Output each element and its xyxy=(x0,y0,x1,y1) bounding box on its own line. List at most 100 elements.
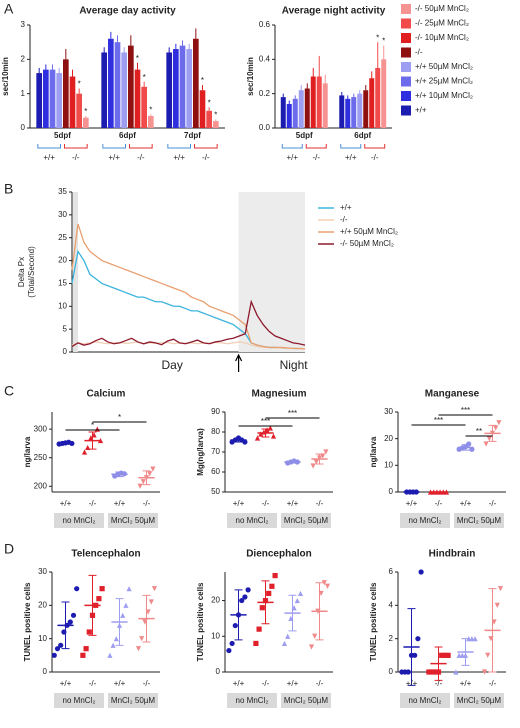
point xyxy=(432,669,438,675)
bar xyxy=(363,90,369,128)
bar xyxy=(166,52,173,128)
y-tick-label: 250 xyxy=(34,453,48,462)
treatment-label: MnCl₂ 50µM xyxy=(284,696,329,705)
significance: *** xyxy=(461,406,470,415)
x-tick-label: +/+ xyxy=(287,679,299,688)
point xyxy=(494,602,500,608)
legend-swatch xyxy=(401,105,411,116)
y-axis-label: TUNEL positive cells xyxy=(23,582,32,662)
treatment-box xyxy=(54,693,104,708)
sd-bar xyxy=(488,424,497,442)
panel-label: D xyxy=(4,541,14,557)
bar xyxy=(128,45,134,128)
bar xyxy=(186,49,192,128)
y-tick-label: 70 xyxy=(211,447,220,456)
y-tick-label: 6 xyxy=(389,567,394,576)
group-bracket xyxy=(340,144,362,149)
y-tick-label: 0 xyxy=(389,667,394,676)
treatment-label: MnCl₂ 50µM xyxy=(457,696,502,705)
group-label: -/- xyxy=(312,153,320,162)
significance: * xyxy=(149,105,152,114)
point xyxy=(297,590,304,597)
bar xyxy=(206,110,212,128)
point xyxy=(139,636,145,642)
point xyxy=(442,652,448,658)
chart-title: Magnesium xyxy=(251,389,306,400)
y-axis-label: (Total/Second) xyxy=(27,246,36,298)
sd-bar xyxy=(88,431,97,450)
point xyxy=(51,652,57,658)
significance: * xyxy=(84,107,87,116)
point xyxy=(245,587,251,593)
point xyxy=(254,435,261,441)
x-tick-label: +/+ xyxy=(406,679,418,688)
x-tick-label: -/- xyxy=(316,499,324,508)
y-tick-label: 25 xyxy=(58,233,67,242)
legend-swatch xyxy=(401,33,411,43)
point xyxy=(123,602,129,608)
y-tick-label: 0 xyxy=(21,123,26,132)
legend-label: -/- xyxy=(415,48,423,57)
legend-swatch xyxy=(401,91,411,101)
y-axis-label: sec/10min xyxy=(246,57,255,96)
point xyxy=(80,652,86,658)
bar xyxy=(101,52,108,128)
point xyxy=(242,594,248,600)
x-tick-label: +/+ xyxy=(60,499,72,508)
panel-label: C xyxy=(4,383,14,399)
y-axis-label: Delta Px xyxy=(17,257,26,287)
point xyxy=(270,433,277,439)
group-bracket xyxy=(194,144,218,149)
point xyxy=(321,580,327,586)
group-bracket xyxy=(64,144,88,149)
group-bracket xyxy=(102,144,126,149)
point xyxy=(313,459,319,465)
point xyxy=(272,572,278,579)
point xyxy=(426,669,432,675)
x-tick-label: +/+ xyxy=(460,679,472,688)
panel-label: B xyxy=(4,181,13,197)
x-tick-label: -/- xyxy=(489,499,497,508)
treatment-box xyxy=(281,693,331,708)
legend-label: +/+ xyxy=(415,106,427,115)
x-tick-label: +/+ xyxy=(406,499,418,508)
bar xyxy=(316,76,322,128)
treatment-box xyxy=(108,513,158,528)
bar xyxy=(212,121,219,128)
point xyxy=(253,640,259,647)
bar xyxy=(121,52,127,128)
x-tick-label: -/- xyxy=(89,499,97,508)
treatment-label: no MnCl₂ xyxy=(236,516,269,525)
point xyxy=(126,586,132,592)
legend-swatch xyxy=(401,76,411,87)
significance: * xyxy=(208,99,211,108)
group-label: +/+ xyxy=(108,153,120,162)
legend-label: +/+ xyxy=(340,203,352,212)
y-tick-label: 0 xyxy=(216,667,221,676)
y-tick-label: 30 xyxy=(38,567,47,576)
x-tick-label: +/+ xyxy=(114,679,126,688)
bar xyxy=(357,93,363,128)
x-tick-label: +/+ xyxy=(60,679,72,688)
sd-bar xyxy=(61,601,70,650)
y-axis-label: ng/larva xyxy=(23,436,32,467)
y-tick-label: 20 xyxy=(38,600,47,609)
point xyxy=(418,569,424,575)
point xyxy=(147,471,153,477)
group-label: +/+ xyxy=(345,153,357,162)
significance: * xyxy=(78,80,81,89)
x-tick-label: +/+ xyxy=(114,499,126,508)
point xyxy=(140,479,146,485)
sd-bar xyxy=(234,589,243,641)
group-label: -/- xyxy=(202,153,210,162)
group-bracket xyxy=(37,144,61,149)
group-label: +/+ xyxy=(286,153,298,162)
panel-label: A xyxy=(4,1,14,17)
legend-swatch xyxy=(401,62,411,72)
legend-label: +/+ 50µM MnCl₂ xyxy=(415,62,473,71)
y-tick-label: 50 xyxy=(211,487,220,496)
y-tick-label: 0.6 xyxy=(259,20,271,29)
point xyxy=(445,652,451,658)
y-tick-label: 30 xyxy=(384,407,393,416)
